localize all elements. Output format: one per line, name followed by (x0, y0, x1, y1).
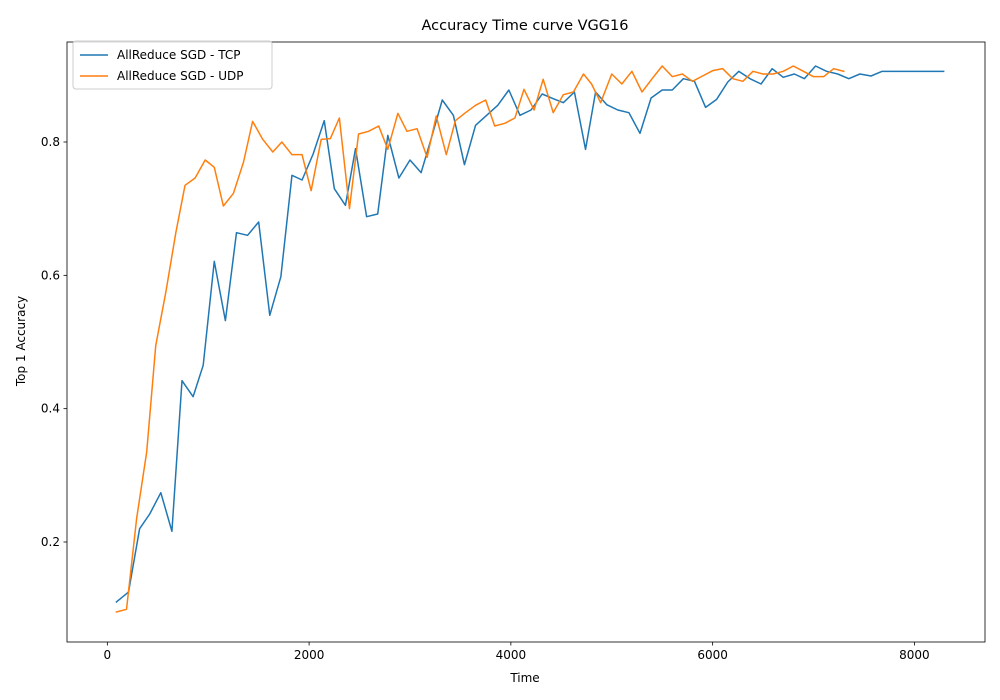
plot-area: 0 2000 4000 6000 8000 0.2 0.4 0.6 0.8 AllReduce S… (41, 40, 986, 662)
x-axis-label: Time (509, 671, 539, 685)
x-tick-label: 2000 (294, 648, 325, 662)
x-tick-label: 8000 (899, 648, 930, 662)
y-tick-label: 0.8 (41, 135, 60, 149)
y-tick-label: 0.4 (41, 402, 60, 416)
y-axis-label: Top 1 Accuracy (14, 296, 28, 387)
plot-frame (66, 41, 986, 643)
legend: AllReduce SGD - TCP AllReduce SGD - UDP (72, 40, 273, 90)
x-tick-label: 0 (104, 648, 112, 662)
series-line-0 (115, 65, 945, 604)
legend-label-0: AllReduce SGD - TCP (117, 48, 240, 62)
legend-label-1: AllReduce SGD - UDP (117, 69, 243, 83)
chart-title: Accuracy Time curve VGG16 (422, 18, 629, 34)
y-tick-label: 0.2 (41, 535, 60, 549)
x-tick-label: 4000 (496, 648, 527, 662)
legend-box (72, 40, 273, 90)
x-tick-label: 6000 (697, 648, 728, 662)
y-tick-label: 0.6 (41, 268, 60, 282)
series-line-1 (115, 65, 845, 613)
